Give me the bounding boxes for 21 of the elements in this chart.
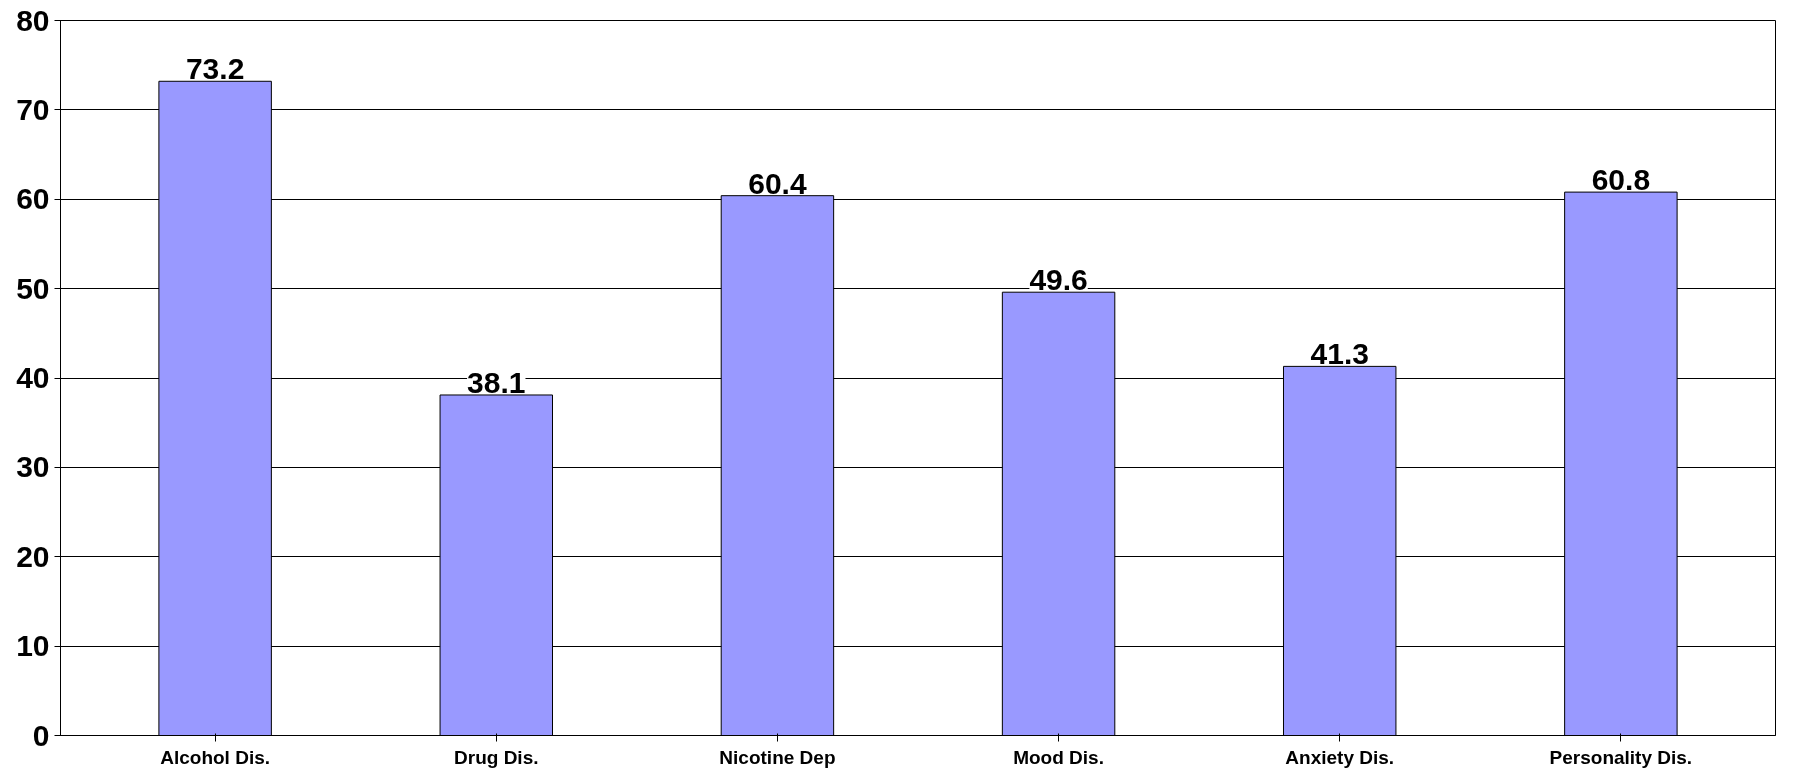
data-label: 38.1 — [467, 365, 526, 399]
y-tick-label: 30 — [16, 450, 50, 484]
y-tick-label: 80 — [16, 3, 50, 37]
x-tick-label: Personality Dis. — [1549, 746, 1693, 768]
x-tick-label: Anxiety Dis. — [1285, 746, 1395, 768]
data-label: 73.2 — [185, 52, 245, 86]
data-label: 49.6 — [1029, 263, 1088, 297]
data-label: 60.4 — [748, 166, 807, 200]
data-label: 60.8 — [1591, 163, 1651, 197]
y-tick-label: 50 — [16, 271, 50, 305]
y-tick-label: 20 — [16, 539, 50, 573]
x-tick-label: Nicotine Dep — [719, 746, 836, 768]
x-tick-label: Mood Dis. — [1013, 746, 1104, 768]
y-tick-label: 70 — [16, 92, 50, 126]
data-label: 41.3 — [1310, 337, 1369, 371]
y-tick-label: 0 — [32, 718, 50, 752]
x-tick-label: Alcohol Dis. — [160, 746, 271, 768]
y-tick-label: 40 — [16, 361, 50, 394]
y-tick-label: 10 — [16, 629, 50, 663]
y-tick-label: 60 — [16, 182, 50, 216]
x-tick-label: Drug Dis. — [454, 746, 539, 768]
